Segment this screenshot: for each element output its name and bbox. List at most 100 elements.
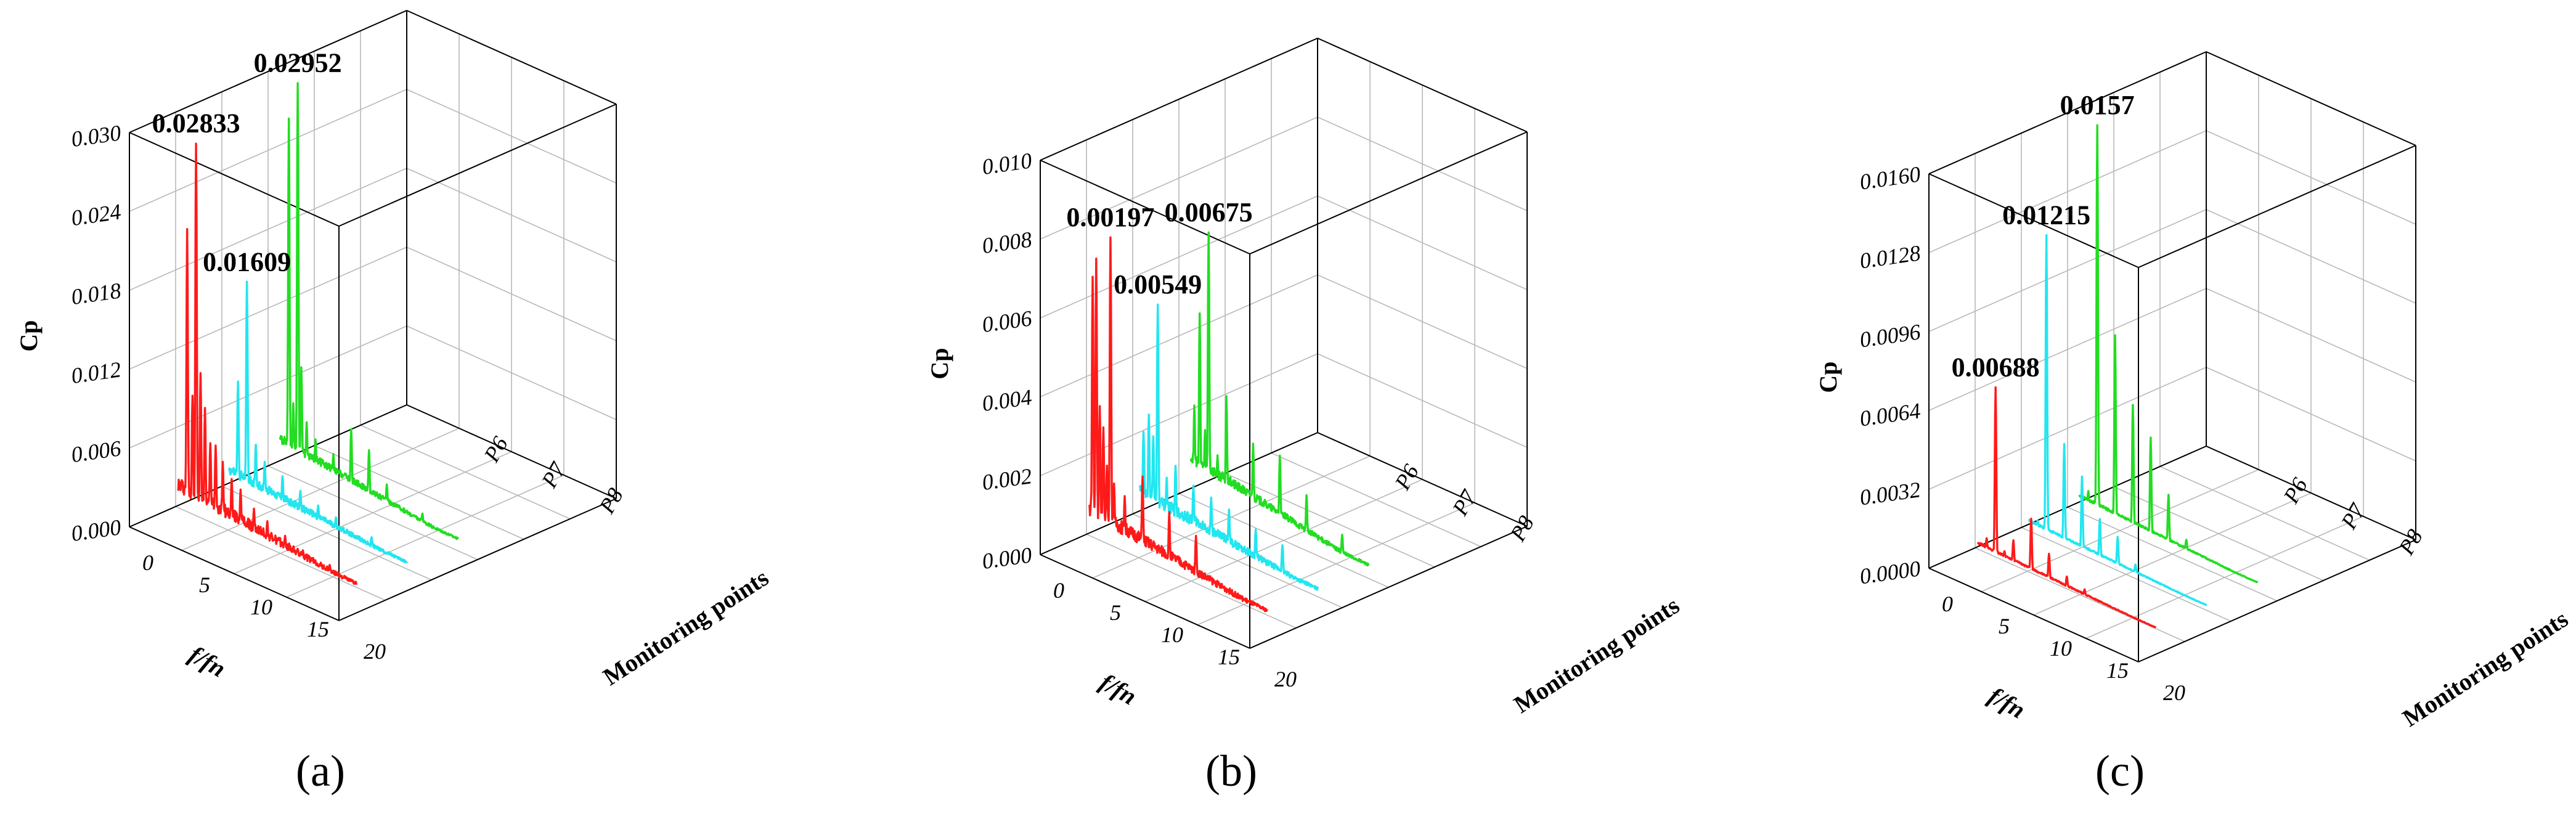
x-tick-label: 15: [1218, 645, 1240, 669]
x-tick-label: 0: [1053, 578, 1064, 603]
grid-x: [1249, 132, 1528, 649]
grid-x: [286, 81, 565, 598]
axis-edge: [1249, 131, 1528, 255]
x-tick-label: 10: [250, 595, 272, 619]
axis-edge: [1317, 432, 1528, 527]
peak-annotation: 0.01215: [2002, 200, 2090, 230]
x-tick-label: 20: [1274, 667, 1297, 691]
x-tick-label: 15: [307, 617, 329, 642]
axis-edge: [338, 498, 617, 621]
x-tick-label: 5: [199, 572, 210, 597]
axis-edge: [1040, 160, 1250, 255]
monitoring-point-label: P7: [1447, 485, 1482, 520]
y-axis-title: Cp: [1814, 361, 1842, 393]
grid-wall-y: [1928, 367, 2416, 490]
x-tick-label: 5: [1110, 600, 1121, 625]
x-axis-title: f/fn: [1984, 682, 2030, 724]
y-tick-label: 0.004: [980, 385, 1033, 416]
grid-z: [129, 132, 340, 621]
x-tick-label: 20: [364, 639, 386, 664]
panel-b: 0.000 0.002 0.004 0.006 0.008 0.010 0 5 10 15 20 P6…: [926, 38, 1684, 796]
grid-wall-y: [1928, 130, 2416, 253]
axis-edge: [2206, 446, 2416, 540]
y-tick-label: 0.006: [70, 436, 123, 467]
z-axis-title: Monitoring points: [1509, 591, 1684, 719]
series-line-p6: [1976, 386, 2157, 629]
axis-edge: [1040, 38, 1318, 161]
monitoring-point-label: P7: [2336, 499, 2370, 534]
y-tick-label: 0.0032: [1858, 477, 1922, 510]
axis-box: [129, 10, 617, 621]
peak-annotation: 0.01609: [203, 247, 291, 277]
grid-wall-y: [1040, 353, 1528, 476]
y-tick-label: 0.008: [980, 227, 1033, 258]
axis-edge: [2138, 539, 2416, 662]
grid-lines: [129, 10, 617, 621]
y-tick-label: 0.0064: [1858, 398, 1922, 431]
y-tick-label: 0.0128: [1858, 240, 1922, 273]
axis-edge: [1928, 446, 2207, 569]
x-tick-label: 10: [1161, 622, 1183, 647]
y-tick-label: 0.018: [70, 278, 123, 309]
x-tick-label: 15: [2106, 658, 2129, 683]
peak-annotation: 0.0157: [2060, 90, 2135, 120]
y-axis-title: Cp: [926, 348, 953, 379]
y-tick-label: 0.002: [980, 463, 1033, 495]
y-tick-label: 0.030: [70, 120, 123, 152]
axis-edge: [406, 404, 617, 499]
grid-x: [1144, 85, 1423, 602]
x-tick-label: 0: [1942, 592, 1953, 616]
series-line-p8: [2078, 124, 2259, 584]
series-line-p8: [1189, 231, 1370, 567]
x-tick-label: 5: [1999, 614, 2010, 638]
axis-edge: [1928, 51, 2207, 174]
grid-z: [2159, 72, 2370, 561]
grid-x: [338, 104, 617, 621]
x-tick-label: 0: [142, 550, 153, 575]
monitoring-point-label: P6: [1390, 460, 1424, 495]
panel-label: (b): [1205, 746, 1257, 796]
y-tick-label: 0.012: [70, 357, 123, 388]
x-tick-label: 10: [2050, 636, 2072, 661]
x-tick-label: 20: [2163, 680, 2185, 705]
axis-edge: [1249, 526, 1528, 649]
monitoring-point-label: P7: [536, 457, 571, 492]
y-tick-label: 0.010: [980, 148, 1033, 179]
z-axis-title: Monitoring points: [2397, 605, 2573, 732]
grid-x: [2085, 122, 2364, 639]
z-axis-title: Monitoring points: [598, 563, 773, 691]
series-line-p7: [1139, 303, 1319, 591]
monitoring-point-label: P8: [2394, 525, 2427, 560]
axis-edge: [2206, 51, 2416, 146]
grid-z: [1928, 174, 2139, 662]
panel-label: (a): [296, 746, 345, 796]
grid-z: [360, 31, 571, 520]
axis-edge: [1317, 38, 1528, 132]
axis-edge: [129, 132, 340, 227]
x-axis-title: f/fn: [185, 640, 230, 683]
x-axis-title: f/fn: [1096, 668, 1141, 711]
axis-edge: [129, 526, 340, 621]
grid-x: [1092, 62, 1371, 579]
axis-edge: [129, 10, 407, 133]
grid-z: [1271, 59, 1482, 547]
monitoring-point-label: P8: [1505, 511, 1539, 546]
axis-edge: [406, 10, 617, 105]
y-tick-label: 0.006: [980, 306, 1033, 337]
grid-z: [314, 51, 524, 540]
grid-wall-y: [129, 325, 617, 449]
monitoring-point-label: P8: [594, 484, 628, 518]
grid-z: [1040, 160, 1250, 649]
y-tick-label: 0.0096: [1858, 319, 1922, 352]
y-tick-label: 0.0160: [1858, 161, 1922, 194]
grid-z: [2113, 92, 2324, 581]
axis-edge: [1928, 568, 2139, 662]
grid-x: [2138, 145, 2416, 662]
peak-annotation: 0.02952: [254, 47, 342, 78]
panel-c: 0.0000 0.0032 0.0064 0.0096 0.0128 0.0160 0 5 10…: [1814, 51, 2573, 796]
grid-x: [2033, 99, 2312, 616]
peak-annotation: 0.02833: [152, 108, 240, 138]
series-line-p6: [177, 142, 357, 585]
y-axis-title: Cp: [15, 320, 43, 351]
axis-edge: [129, 404, 407, 528]
